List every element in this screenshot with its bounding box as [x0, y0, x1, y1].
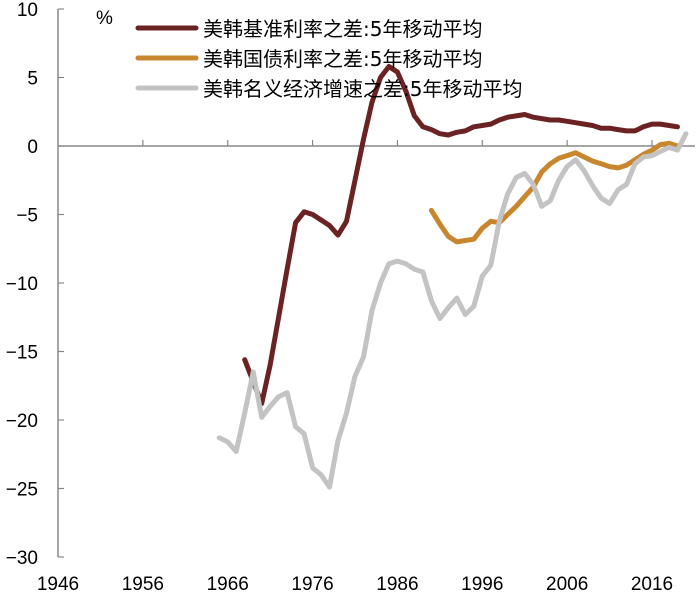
y-unit-label: %	[96, 8, 113, 29]
y-tick-label: −20	[6, 411, 38, 432]
legend-label: 美韩国债利率之差:5年移动平均	[203, 47, 482, 71]
series-line-3	[216, 131, 689, 490]
x-tick-label: 1966	[207, 574, 249, 595]
x-tick-label: 1956	[122, 574, 164, 595]
x-tick-label: 1986	[376, 574, 418, 595]
legend-item-1: 美韩基准利率之差:5年移动平均	[135, 17, 482, 41]
y-axis: 10 5 0 −5 −10 −15 −20 −25 −30	[6, 0, 64, 569]
x-tick-label: 1996	[461, 574, 503, 595]
series-line-2	[428, 140, 680, 245]
x-tick-label: 1976	[291, 574, 333, 595]
series-line-1	[242, 64, 680, 407]
legend-label: 美韩名义经济增速之差:5年移动平均	[203, 77, 522, 101]
y-tick-label: −10	[6, 274, 38, 295]
y-tick-label: −25	[6, 480, 38, 501]
x-tick-label: 1946	[37, 574, 79, 595]
legend-item-2: 美韩国债利率之差:5年移动平均	[135, 47, 482, 71]
y-tick-label: 5	[27, 69, 38, 90]
legend: 美韩基准利率之差:5年移动平均美韩国债利率之差:5年移动平均美韩名义经济增速之差…	[135, 17, 522, 101]
y-tick-label: 10	[17, 0, 38, 21]
y-tick-label: −5	[16, 206, 38, 227]
x-tick-label: 2016	[631, 574, 673, 595]
legend-label: 美韩基准利率之差:5年移动平均	[203, 17, 482, 41]
x-tick-label: 2006	[546, 574, 588, 595]
series-lines	[216, 64, 689, 490]
y-tick-label: −15	[6, 343, 38, 364]
y-tick-label: −30	[6, 548, 38, 569]
x-axis: 1946 1956 1966 1976 1986 1996 2006 2016	[37, 140, 695, 595]
legend-item-3: 美韩名义经济增速之差:5年移动平均	[135, 77, 522, 101]
y-tick-label: 0	[27, 137, 38, 158]
